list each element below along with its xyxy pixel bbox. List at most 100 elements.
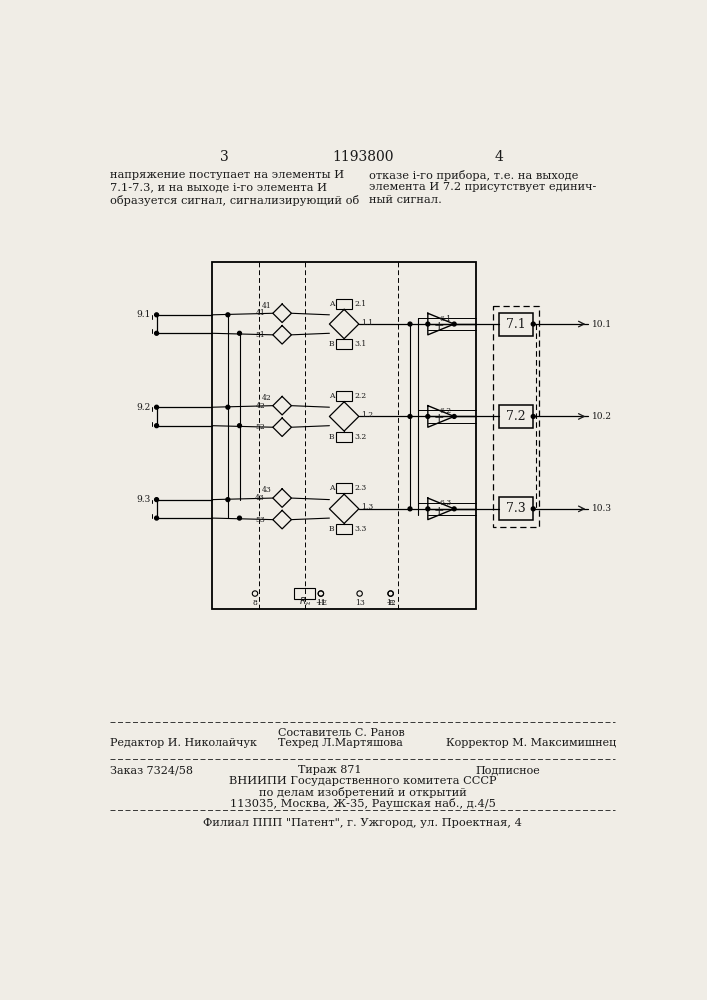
Text: Техред Л.Мартяшова: Техред Л.Мартяшова bbox=[279, 738, 403, 748]
Text: +E: +E bbox=[315, 599, 327, 607]
Text: Подписное: Подписное bbox=[476, 765, 541, 775]
Text: 52: 52 bbox=[255, 423, 265, 431]
Text: B: B bbox=[329, 525, 334, 533]
Text: 1193800: 1193800 bbox=[332, 150, 394, 164]
Text: 1.2: 1.2 bbox=[361, 411, 373, 419]
Text: 41: 41 bbox=[255, 309, 265, 317]
Text: 2.1: 2.1 bbox=[354, 300, 366, 308]
Circle shape bbox=[531, 507, 535, 511]
Circle shape bbox=[452, 415, 456, 418]
Text: 51: 51 bbox=[255, 331, 265, 339]
Circle shape bbox=[531, 322, 535, 326]
Text: 113035, Москва, Ж-35, Раушская наб., д.4/5: 113035, Москва, Ж-35, Раушская наб., д.4… bbox=[230, 798, 496, 809]
Bar bbox=[493, 306, 539, 527]
Circle shape bbox=[238, 331, 241, 335]
Text: 3.1: 3.1 bbox=[354, 340, 366, 348]
Bar bbox=[337, 524, 352, 534]
Circle shape bbox=[426, 415, 430, 418]
Text: B: B bbox=[329, 433, 334, 441]
Text: A: A bbox=[329, 300, 334, 308]
Text: 3.3: 3.3 bbox=[354, 525, 366, 533]
Circle shape bbox=[155, 498, 158, 502]
Circle shape bbox=[226, 313, 230, 317]
Text: 42: 42 bbox=[255, 402, 265, 410]
Text: 10.1: 10.1 bbox=[592, 320, 612, 329]
Bar bbox=[337, 483, 352, 493]
Bar bbox=[337, 391, 352, 401]
Text: B: B bbox=[329, 340, 334, 348]
Text: 7.2: 7.2 bbox=[506, 410, 526, 423]
Text: 10.3: 10.3 bbox=[592, 504, 612, 513]
Text: 6.1: 6.1 bbox=[440, 315, 452, 323]
Text: 9.1: 9.1 bbox=[136, 310, 151, 319]
Text: Тираж 871: Тираж 871 bbox=[298, 765, 361, 775]
Circle shape bbox=[155, 331, 158, 335]
Text: A: A bbox=[329, 392, 334, 400]
Text: 43: 43 bbox=[255, 494, 265, 502]
Text: 6.3: 6.3 bbox=[440, 499, 452, 507]
Text: 2.3: 2.3 bbox=[354, 484, 366, 492]
Circle shape bbox=[155, 424, 158, 428]
Circle shape bbox=[408, 415, 412, 418]
Text: образуется сигнал, сигнализирующий об: образуется сигнал, сигнализирующий об bbox=[110, 195, 359, 206]
Circle shape bbox=[531, 415, 535, 418]
Circle shape bbox=[452, 322, 456, 326]
Text: Составитель С. Ранов: Составитель С. Ранов bbox=[279, 728, 405, 738]
Text: ный сигнал.: ный сигнал. bbox=[369, 195, 442, 205]
Text: 1.3: 1.3 bbox=[361, 503, 373, 511]
Text: 12: 12 bbox=[386, 599, 395, 607]
Text: 9.3: 9.3 bbox=[136, 495, 151, 504]
Circle shape bbox=[226, 498, 230, 502]
Text: 7.1: 7.1 bbox=[506, 318, 526, 331]
Circle shape bbox=[426, 322, 430, 326]
Circle shape bbox=[408, 322, 412, 326]
Text: Заказ 7324/58: Заказ 7324/58 bbox=[110, 765, 193, 775]
Text: Филиал ППП "Патент", г. Ужгород, ул. Проектная, 4: Филиал ППП "Патент", г. Ужгород, ул. Про… bbox=[204, 818, 522, 828]
Circle shape bbox=[226, 405, 230, 409]
Text: отказе i-го прибора, т.е. на выходе: отказе i-го прибора, т.е. на выходе bbox=[369, 170, 578, 181]
Text: 41: 41 bbox=[262, 302, 271, 310]
Text: 4: 4 bbox=[495, 150, 503, 164]
Text: элемента И 7.2 присутствует единич-: элемента И 7.2 присутствует единич- bbox=[369, 182, 596, 192]
Circle shape bbox=[155, 516, 158, 520]
Text: напряжение поступает на элементы И: напряжение поступает на элементы И bbox=[110, 170, 344, 180]
Text: 1.1: 1.1 bbox=[361, 319, 373, 327]
Bar bbox=[499, 405, 533, 428]
Text: 9.2: 9.2 bbox=[136, 403, 151, 412]
Circle shape bbox=[238, 516, 241, 520]
Bar bbox=[499, 312, 533, 336]
Circle shape bbox=[155, 405, 158, 409]
Text: 53: 53 bbox=[255, 516, 265, 524]
Text: A: A bbox=[329, 484, 334, 492]
Text: по делам изобретений и открытий: по делам изобретений и открытий bbox=[259, 787, 467, 798]
Text: 8: 8 bbox=[252, 599, 257, 607]
Bar bbox=[337, 299, 352, 309]
Text: Корректор М. Максимишнец: Корректор М. Максимишнец bbox=[446, 738, 617, 748]
Text: 3: 3 bbox=[220, 150, 228, 164]
Circle shape bbox=[452, 507, 456, 511]
Text: +: + bbox=[433, 505, 444, 518]
Text: 3.2: 3.2 bbox=[354, 433, 366, 441]
Text: -E: -E bbox=[387, 599, 395, 607]
Text: 42: 42 bbox=[262, 394, 271, 402]
Bar bbox=[337, 432, 352, 442]
Circle shape bbox=[238, 424, 241, 428]
Text: 11: 11 bbox=[316, 599, 326, 607]
Text: 43: 43 bbox=[262, 486, 271, 494]
Text: 6.2: 6.2 bbox=[440, 407, 452, 415]
Bar bbox=[212, 262, 476, 609]
Bar bbox=[337, 339, 352, 349]
Text: $R_н$: $R_н$ bbox=[298, 596, 310, 608]
Text: +: + bbox=[433, 412, 444, 425]
Text: 7.1-7.3, и на выходе i-го элемента И: 7.1-7.3, и на выходе i-го элемента И bbox=[110, 182, 327, 192]
Bar bbox=[499, 497, 533, 520]
Text: Редактор И. Николайчук: Редактор И. Николайчук bbox=[110, 738, 257, 748]
Text: 7.3: 7.3 bbox=[506, 502, 526, 515]
Text: 13: 13 bbox=[355, 599, 365, 607]
Text: 2.2: 2.2 bbox=[354, 392, 366, 400]
Text: +: + bbox=[433, 320, 444, 333]
Bar bbox=[293, 588, 315, 599]
Circle shape bbox=[155, 313, 158, 317]
Text: ВНИИПИ Государственного комитета СССР: ВНИИПИ Государственного комитета СССР bbox=[229, 776, 496, 786]
Circle shape bbox=[408, 507, 412, 511]
